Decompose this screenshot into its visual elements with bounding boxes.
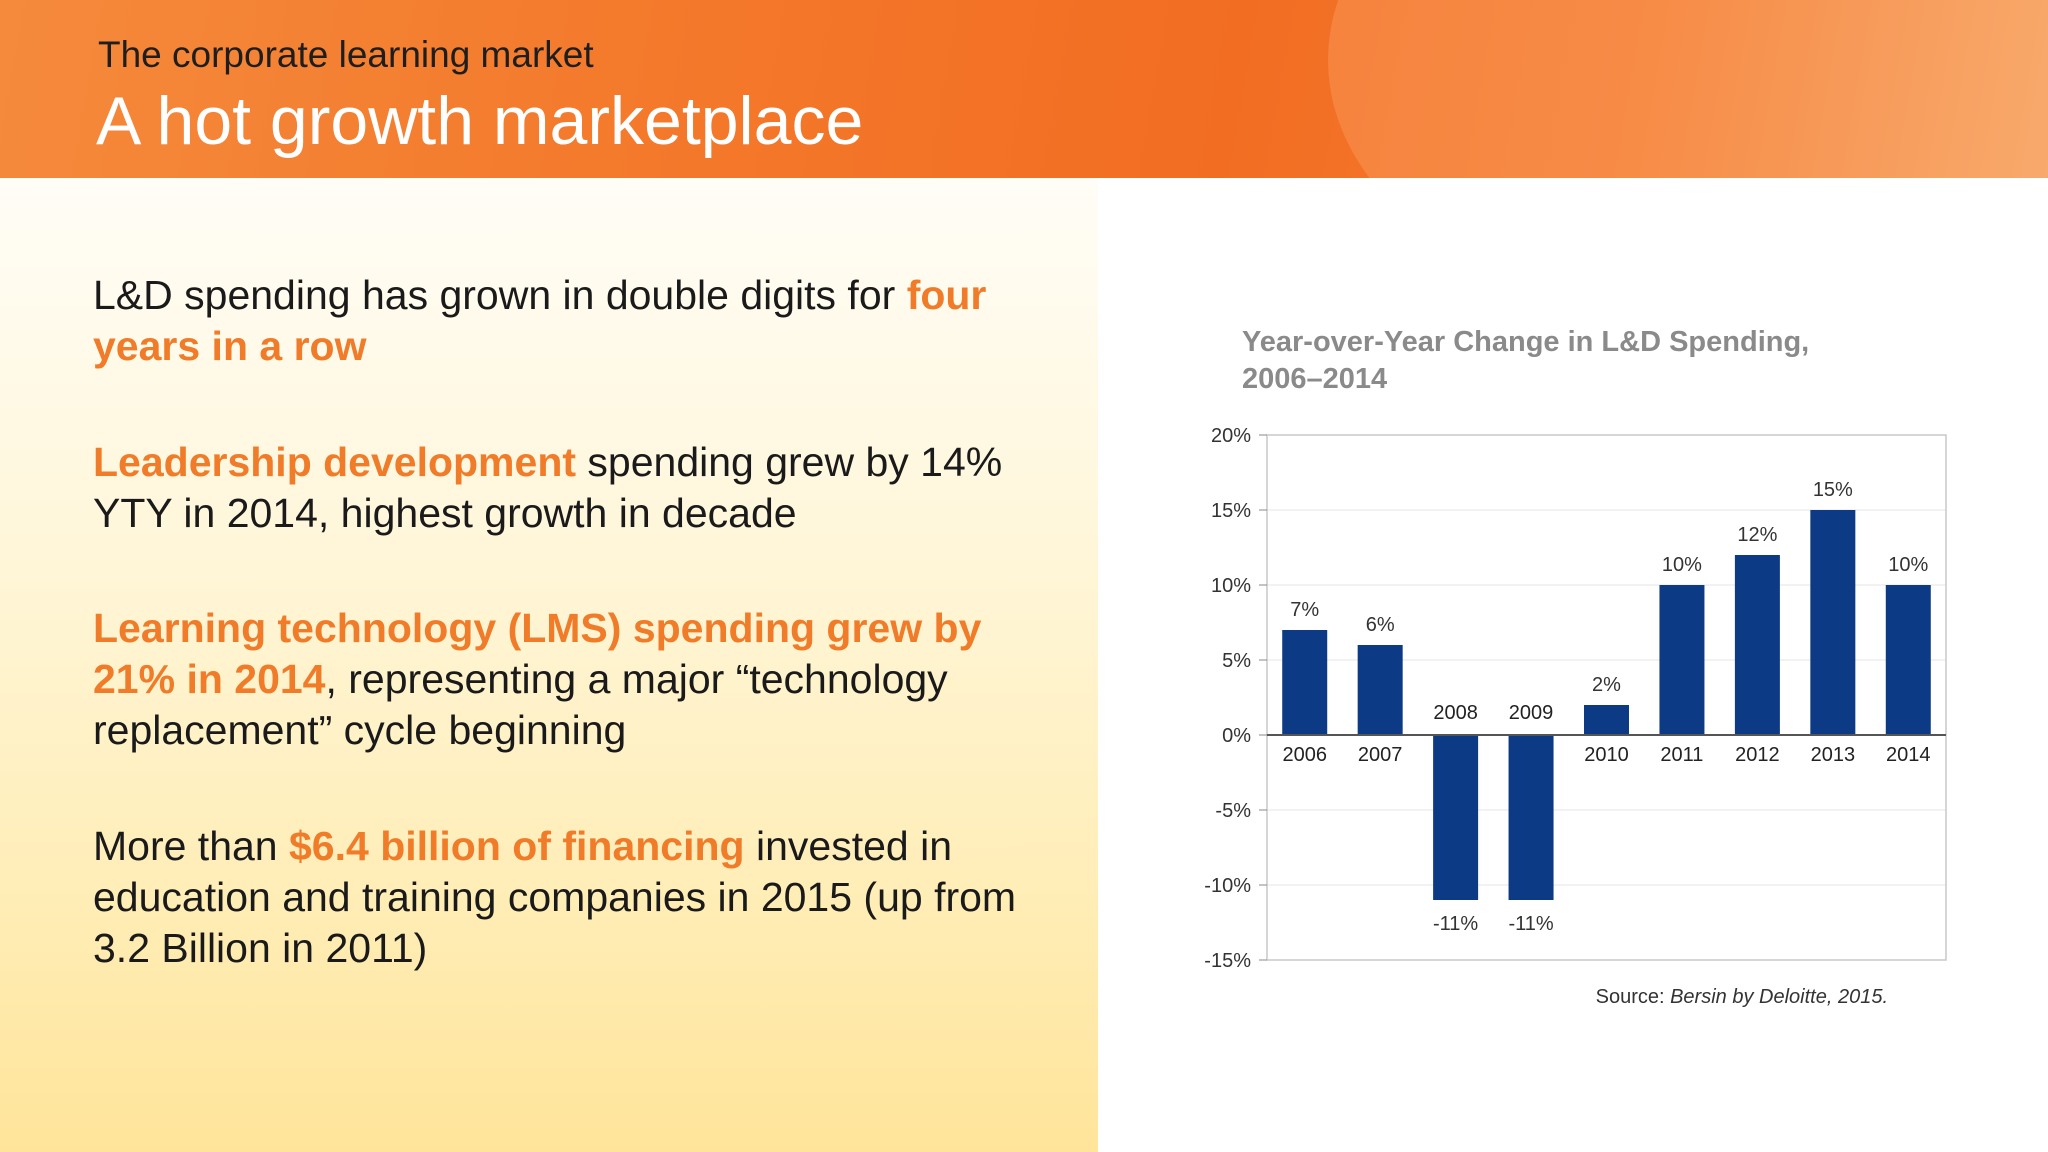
bar-2013 <box>1810 510 1856 735</box>
slide-title: A hot growth marketplace <box>96 83 864 159</box>
bar-2012 <box>1734 555 1780 735</box>
bullet-4: More than $6.4 billion of financing inve… <box>93 821 1053 974</box>
x-category-label: 2011 <box>1660 744 1703 766</box>
bullet-1: L&D spending has grown in double digits … <box>93 270 1053 372</box>
bullet-3-highlight: Learning technology (LMS) spending grew … <box>93 605 982 702</box>
header-banner: The corporate learning market A hot grow… <box>0 0 2048 178</box>
bar-data-label: 6% <box>1366 614 1395 636</box>
bar-2014 <box>1885 585 1931 735</box>
chart-source-note: Source: Bersin by Deloitte, 2015. <box>1596 986 1888 1008</box>
bullet-2-highlight: Leadership development <box>93 439 577 485</box>
source-prefix: Source: <box>1596 986 1670 1008</box>
bar-2007 <box>1357 645 1403 735</box>
bar-data-label: 10% <box>1888 554 1928 576</box>
bar-chart: Year-over-Year Change in L&D Spending, 2… <box>1204 326 1947 1008</box>
y-tick-label: -5% <box>1215 800 1251 822</box>
x-category-label: 2009 <box>1509 702 1554 724</box>
bar-data-label: 15% <box>1813 479 1853 501</box>
y-tick-label: 5% <box>1222 650 1251 672</box>
y-tick-label: 0% <box>1222 725 1251 747</box>
y-tick-label: 10% <box>1211 575 1251 597</box>
bar-data-labels: 7% 6% -11% -11% 2% 10% 12% 15% 10% <box>1290 479 1928 935</box>
bar-data-label: -11% <box>1433 913 1478 935</box>
bullet-4-text-b: invested in education and training compa… <box>93 823 1017 971</box>
chart-title-line-1: Year-over-Year Change in L&D Spending, <box>1242 326 1809 358</box>
bullet-2: Leadership development spending grew by … <box>93 437 1053 539</box>
chart-title-line-2: 2006–2014 <box>1242 363 1387 395</box>
bullet-3-text: , representing a major “technology repla… <box>93 656 948 753</box>
bar-data-label: -11% <box>1508 913 1553 935</box>
y-tick-label: -15% <box>1204 950 1251 972</box>
bullet-1-text: L&D spending has grown in double digits … <box>93 272 907 318</box>
x-category-label: 2013 <box>1811 744 1856 766</box>
y-tick-label: 20% <box>1211 425 1251 447</box>
source-citation: Bersin by Deloitte, 2015. <box>1670 986 1888 1008</box>
bullet-4-highlight: $6.4 billion of financing <box>289 823 745 869</box>
header-swoosh-decoration <box>1328 0 2048 178</box>
slide-subtitle: The corporate learning market <box>98 34 594 75</box>
bar-2010 <box>1584 705 1629 735</box>
bar-data-label: 2% <box>1592 674 1621 696</box>
bar-2006 <box>1282 630 1328 735</box>
bar-2008 <box>1433 735 1479 900</box>
x-category-label: 2012 <box>1735 744 1780 766</box>
x-category-label: 2010 <box>1584 744 1629 766</box>
bar-data-label: 10% <box>1662 554 1702 576</box>
x-category-label: 2008 <box>1433 702 1478 724</box>
y-tick-label: -10% <box>1204 875 1251 897</box>
x-category-label: 2014 <box>1886 744 1931 766</box>
chart-container: Year-over-Year Change in L&D Spending, 2… <box>1160 320 1980 1020</box>
bar-2011 <box>1659 585 1705 735</box>
bar-2009 <box>1508 735 1554 900</box>
bar-data-label: 12% <box>1737 524 1777 546</box>
bullet-2-text: spending grew by 14% YTY in 2014, highes… <box>93 439 1003 536</box>
chart-bars <box>1282 510 1931 900</box>
bullet-3: Learning technology (LMS) spending grew … <box>93 603 1053 756</box>
y-tick-label: 15% <box>1211 500 1251 522</box>
bullet-4-text-a: More than <box>93 823 289 869</box>
x-category-label: 2006 <box>1282 744 1327 766</box>
plot-area-border <box>1266 434 1947 961</box>
bar-data-label: 7% <box>1290 599 1319 621</box>
bullet-1-highlight: four years in a row <box>93 272 987 369</box>
bullets-panel <box>0 178 1098 1152</box>
x-category-label: 2007 <box>1358 744 1403 766</box>
y-axis-tick-labels: 20% 15% 10% 5% 0% -5% -10% -15% <box>1204 425 1267 972</box>
x-axis-category-labels: 2006 2007 2008 2009 2010 2011 2012 2013 2014 <box>1282 702 1930 766</box>
